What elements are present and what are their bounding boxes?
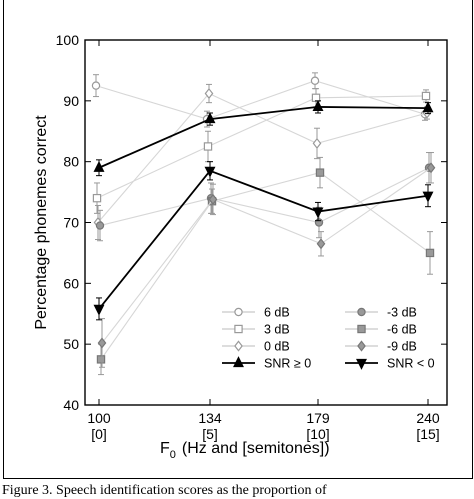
data-point	[93, 304, 105, 316]
y-tick-label: 90	[63, 93, 79, 109]
legend-label: 6 dB	[264, 306, 290, 320]
legend-item: -9 dB	[345, 340, 417, 354]
x-tick-sublabel: [0]	[91, 426, 107, 442]
figure-frame	[3, 0, 473, 479]
legend-marker	[357, 324, 366, 334]
series-snr-ge-0	[93, 100, 434, 177]
legend-label: SNR < 0	[387, 357, 435, 371]
x-tick-label: 134	[198, 410, 222, 426]
data-point	[91, 81, 101, 90]
legend-marker	[234, 340, 243, 352]
x-axis-label-main: F	[160, 440, 170, 457]
legend: 6 dB 3 dB 0 dB SNR ≥ 0 -3 dB -6 dB -9 dB SNR < …	[222, 306, 435, 371]
legend-marker	[234, 324, 243, 334]
x-tick-sublabel: [10]	[306, 426, 329, 442]
legend-item: -6 dB	[345, 323, 417, 337]
x-axis-label: F0 (Hz and [semitones])	[160, 440, 330, 461]
series-9-db	[97, 152, 436, 368]
data-point	[203, 142, 213, 151]
data-point	[316, 238, 326, 250]
series-line	[95, 80, 426, 120]
data-point	[204, 166, 216, 178]
data-point	[310, 76, 320, 85]
data-point	[92, 193, 102, 203]
legend-item: 0 dB	[222, 340, 290, 354]
legend-label: 0 dB	[264, 340, 290, 354]
x-axis-label-suffix: (Hz and [semitones])	[182, 440, 330, 457]
series-snr-lt-0	[93, 161, 434, 321]
y-axis-label: Percentage phonemes correct	[33, 115, 50, 330]
series-line	[99, 167, 430, 227]
series-line	[96, 95, 427, 199]
legend-item: SNR ≥ 0	[222, 356, 311, 371]
data-point	[93, 160, 105, 172]
data-point	[97, 337, 107, 349]
data-point	[314, 218, 324, 227]
data-point	[311, 93, 321, 102]
series-line	[97, 92, 428, 223]
series-6-db	[91, 72, 430, 128]
data-point	[96, 355, 106, 364]
y-tick-label: 40	[63, 397, 79, 413]
legend-marker	[233, 356, 244, 368]
series-line	[98, 106, 429, 169]
phonemes-chart: 405060708090100100[0]134[5]179[10]240[15…	[33, 32, 448, 461]
data-point	[422, 191, 434, 203]
legend-label: SNR ≥ 0	[264, 357, 311, 371]
y-tick-label: 80	[63, 154, 79, 170]
data-point	[422, 101, 434, 113]
x-tick-sublabel: [5]	[202, 426, 218, 442]
legend-item: 6 dB	[222, 306, 290, 320]
data-point	[204, 112, 216, 124]
legend-marker	[234, 307, 243, 317]
y-tick-label: 50	[63, 336, 79, 352]
y-tick-label: 60	[63, 275, 79, 291]
legend-label: -9 dB	[387, 340, 417, 354]
legend-item: 3 dB	[222, 323, 290, 337]
x-tick-label: 100	[87, 410, 111, 426]
series-line	[100, 172, 431, 360]
figure-caption: Figure 3. Speech identification scores a…	[2, 483, 327, 498]
data-point	[426, 162, 436, 174]
legend-label: -3 dB	[387, 306, 417, 320]
data-point	[95, 221, 105, 230]
data-point	[421, 91, 431, 101]
data-point	[312, 100, 324, 112]
data-point	[425, 248, 435, 258]
y-tick-label: 100	[56, 32, 80, 48]
legend-label: 3 dB	[264, 323, 290, 337]
y-tick-label: 70	[63, 215, 79, 231]
legend-item: SNR < 0	[345, 357, 435, 371]
data-point	[315, 168, 325, 177]
data-point	[312, 137, 322, 149]
x-tick-sublabel: [15]	[416, 426, 439, 442]
series-line	[98, 169, 429, 310]
data-point	[312, 207, 324, 219]
legend-marker	[357, 340, 366, 352]
x-axis-label-subscript: 0	[170, 449, 176, 461]
x-tick-label: 240	[416, 410, 440, 426]
legend-marker	[356, 358, 367, 370]
legend-item: -3 dB	[345, 306, 417, 320]
series-3-db	[92, 88, 431, 214]
data-point	[204, 87, 214, 100]
data-point	[208, 193, 218, 205]
legend-marker	[357, 307, 366, 317]
legend-label: -6 dB	[387, 323, 417, 337]
series-line	[101, 167, 432, 344]
x-tick-label: 179	[306, 410, 330, 426]
